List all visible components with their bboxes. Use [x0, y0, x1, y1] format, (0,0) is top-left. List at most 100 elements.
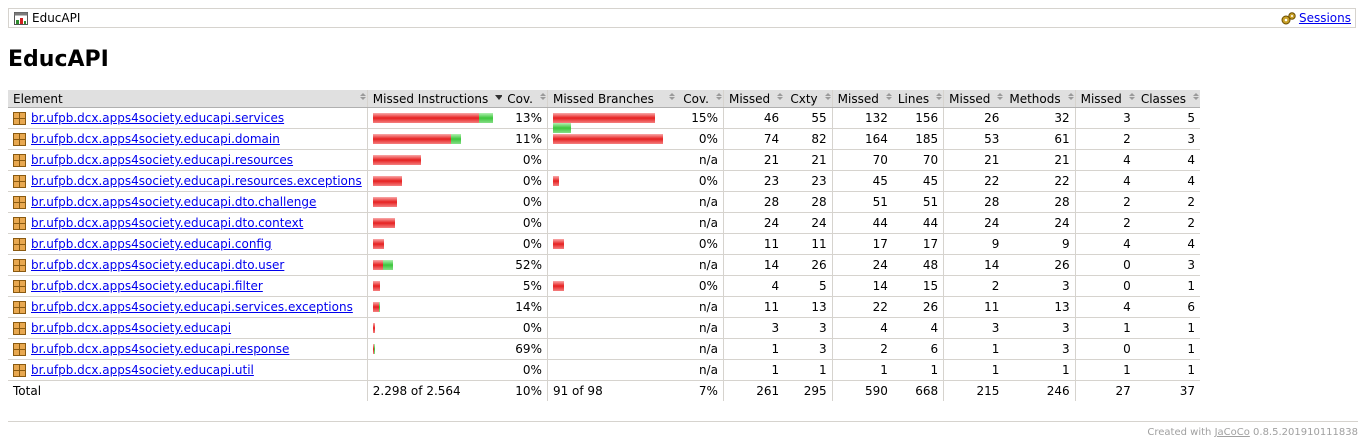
col-methods[interactable]: Methods	[1004, 90, 1076, 108]
classes-cell: 4	[1135, 233, 1201, 255]
missed-lines-cell: 1	[831, 359, 893, 381]
table-row: br.ufpb.dcx.apps4society.educapi.filter 5…	[8, 275, 1201, 297]
package-link[interactable]: br.ufpb.dcx.apps4society.educapi	[31, 321, 232, 335]
col-missed-methods-label: Missed	[949, 91, 991, 106]
total-branches: 91 of 98	[546, 380, 677, 401]
covered-bar-segment	[450, 133, 461, 144]
col-missed-lines-label: Missed	[837, 91, 879, 106]
missed-methods-cell: 53	[943, 128, 1005, 150]
col-missed-classes[interactable]: Missed	[1074, 90, 1136, 108]
missed-classes-cell: 4	[1074, 233, 1136, 255]
package-link[interactable]: br.ufpb.dcx.apps4society.educapi.resourc…	[31, 153, 294, 167]
jacoco-link[interactable]: JaCoCo	[1214, 427, 1250, 438]
package-link[interactable]: br.ufpb.dcx.apps4society.educapi.dto.cha…	[31, 195, 317, 209]
branch-coverage-cell: n/a	[676, 296, 724, 318]
col-missed-methods[interactable]: Missed	[943, 90, 1005, 108]
package-link[interactable]: br.ufpb.dcx.apps4society.educapi.domain	[31, 132, 280, 146]
missed-lines-cell: 17	[831, 233, 893, 255]
package-link[interactable]: br.ufpb.dcx.apps4society.educapi.service…	[31, 300, 353, 314]
package-link[interactable]: br.ufpb.dcx.apps4society.educapi.filter	[31, 279, 263, 293]
coverage-bar	[372, 343, 375, 354]
col-missed-lines[interactable]: Missed	[831, 90, 893, 108]
package-entry: br.ufpb.dcx.apps4society.educapi	[13, 321, 231, 335]
col-element[interactable]: Element	[8, 90, 368, 108]
missed-instructions-cell	[366, 359, 503, 381]
element-cell: br.ufpb.dcx.apps4society.educapi	[8, 317, 368, 339]
total-instructions: 2.298 of 2.564	[366, 380, 503, 401]
package-icon	[13, 112, 26, 125]
missed-branches-cell	[546, 212, 677, 234]
col-methods-label: Methods	[1009, 91, 1061, 106]
cxty-cell: 1	[784, 359, 833, 381]
package-icon	[13, 259, 26, 272]
missed-methods-cell: 3	[943, 317, 1005, 339]
table-row: br.ufpb.dcx.apps4society.educapi.config 0…	[8, 233, 1201, 255]
missed-bar-segment	[552, 133, 663, 144]
col-branch-coverage[interactable]: Cov.	[676, 90, 724, 108]
col-instr-coverage[interactable]: Cov.	[502, 90, 548, 108]
col-missed-instructions[interactable]: Missed Instructions	[366, 90, 504, 108]
methods-cell: 3	[1004, 275, 1076, 297]
missed-instructions-cell	[366, 296, 503, 318]
coverage-bar	[552, 238, 564, 249]
col-instr-coverage-label: Cov.	[507, 91, 533, 106]
table-row: br.ufpb.dcx.apps4society.educapi.service…	[8, 107, 1201, 133]
element-cell: br.ufpb.dcx.apps4society.educapi.dto.con…	[8, 212, 368, 234]
col-missed-branches[interactable]: Missed Branches	[546, 90, 677, 108]
element-cell: br.ufpb.dcx.apps4society.educapi.domain	[8, 128, 368, 150]
package-link[interactable]: br.ufpb.dcx.apps4society.educapi.resourc…	[31, 174, 362, 188]
instr-coverage-cell: 5%	[502, 275, 548, 297]
package-link[interactable]: br.ufpb.dcx.apps4society.educapi.service…	[31, 111, 285, 125]
package-link[interactable]: br.ufpb.dcx.apps4society.educapi.dto.use…	[31, 258, 285, 272]
missed-lines-cell: 4	[831, 317, 893, 339]
col-missed-cxty[interactable]: Missed	[722, 90, 785, 108]
cxty-cell: 28	[784, 191, 833, 213]
missed-instructions-cell	[366, 191, 503, 213]
package-link[interactable]: br.ufpb.dcx.apps4society.educapi.dto.con…	[31, 216, 304, 230]
missed-methods-cell: 1	[943, 359, 1005, 381]
branch-coverage-cell: n/a	[676, 212, 724, 234]
missed-cxty-cell: 1	[722, 359, 785, 381]
package-entry: br.ufpb.dcx.apps4society.educapi.config	[13, 237, 272, 251]
coverage-bar	[372, 175, 402, 186]
package-link[interactable]: br.ufpb.dcx.apps4society.educapi.respons…	[31, 342, 290, 356]
sessions-link[interactable]: Sessions	[1298, 11, 1351, 25]
missed-cxty-cell: 46	[722, 107, 785, 129]
missed-bar-segment	[372, 259, 383, 270]
package-icon	[13, 343, 26, 356]
branch-coverage-cell: 0%	[676, 170, 724, 192]
package-icon	[13, 280, 26, 293]
classes-cell: 6	[1135, 296, 1201, 318]
total-methods: 246	[1004, 380, 1076, 401]
cxty-cell: 11	[784, 233, 833, 255]
branch-coverage-cell: n/a	[676, 359, 724, 381]
methods-cell: 32	[1004, 107, 1076, 129]
package-icon	[13, 217, 26, 230]
classes-cell: 3	[1135, 254, 1201, 276]
missed-classes-cell: 3	[1074, 107, 1136, 129]
covered-bar-segment	[478, 112, 493, 123]
element-cell: br.ufpb.dcx.apps4society.educapi.config	[8, 233, 368, 255]
missed-bar-segment	[372, 196, 397, 207]
missed-bar-segment	[372, 112, 479, 123]
col-cxty[interactable]: Cxty	[784, 90, 833, 108]
col-branch-coverage-label: Cov.	[683, 91, 709, 106]
col-classes[interactable]: Classes	[1135, 90, 1201, 108]
missed-classes-cell: 1	[1074, 317, 1136, 339]
missed-classes-cell: 2	[1074, 128, 1136, 150]
package-icon	[13, 238, 26, 251]
cxty-cell: 21	[784, 149, 833, 171]
classes-cell: 1	[1135, 359, 1201, 381]
col-cxty-label: Cxty	[790, 91, 818, 106]
missed-bar-segment	[372, 175, 402, 186]
methods-cell: 26	[1004, 254, 1076, 276]
instr-coverage-cell: 0%	[502, 170, 548, 192]
col-lines[interactable]: Lines	[892, 90, 944, 108]
table-row: br.ufpb.dcx.apps4society.educapi.resourc…	[8, 170, 1201, 192]
package-link[interactable]: br.ufpb.dcx.apps4society.educapi.config	[31, 237, 272, 251]
package-icon	[13, 154, 26, 167]
missed-cxty-cell: 23	[722, 170, 785, 192]
methods-cell: 13	[1004, 296, 1076, 318]
lines-cell: 15	[892, 275, 944, 297]
package-link[interactable]: br.ufpb.dcx.apps4society.educapi.util	[31, 363, 254, 377]
